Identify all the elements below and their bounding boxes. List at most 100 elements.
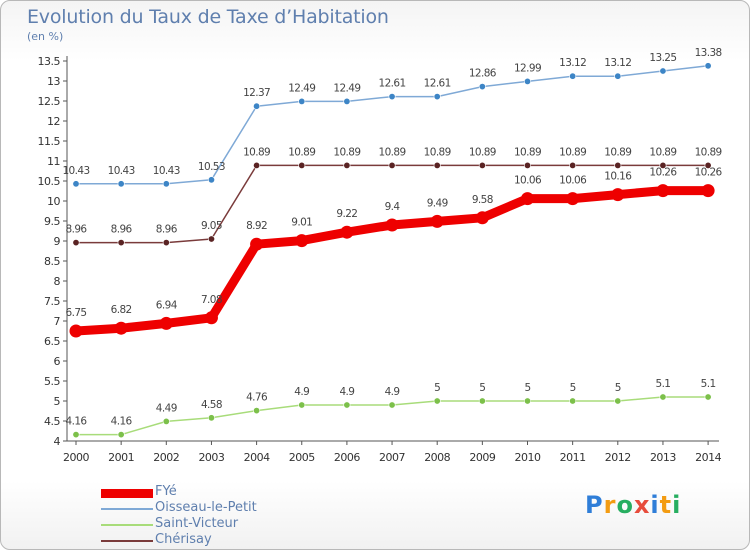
- data-point: [162, 180, 170, 188]
- data-label: 10.43: [62, 165, 89, 177]
- x-tick-label: 2012: [605, 451, 631, 464]
- logo-letter: r: [603, 491, 617, 519]
- data-label: 6.75: [66, 307, 87, 319]
- data-label: 10.89: [424, 146, 451, 158]
- data-point: [298, 401, 306, 409]
- y-tick-label: 6.5: [44, 335, 60, 348]
- data-point: [523, 397, 531, 405]
- data-label: 4.76: [246, 392, 268, 404]
- logo-letter: P: [585, 491, 604, 519]
- data-label: 4.9: [385, 386, 400, 398]
- data-point: [704, 161, 712, 169]
- data-point: [253, 102, 261, 110]
- data-label: 5: [479, 382, 485, 394]
- data-label: 7.08: [201, 294, 222, 306]
- y-tick-label: 11: [47, 155, 60, 168]
- data-label: 13.25: [649, 52, 676, 64]
- data-point: [117, 431, 125, 439]
- data-label: 8.96: [111, 224, 133, 236]
- data-label: 10.06: [559, 175, 587, 187]
- data-point: [204, 311, 218, 325]
- data-point: [569, 72, 577, 80]
- y-tick-label: 13.5: [38, 55, 61, 68]
- data-label: 4.16: [111, 416, 133, 428]
- logo-letter: x: [633, 491, 651, 519]
- x-tick-label: 2013: [650, 451, 676, 464]
- y-tick-label: 4: [54, 435, 61, 448]
- logo-letter: t: [659, 491, 673, 519]
- y-tick-label: 9.5: [44, 215, 60, 228]
- data-point: [478, 161, 486, 169]
- data-point: [614, 72, 622, 80]
- chart-unit-label: (en %): [27, 30, 64, 43]
- data-label: 9.01: [291, 217, 312, 229]
- y-tick-label: 10: [47, 195, 60, 208]
- data-label: 9.58: [472, 194, 493, 206]
- data-point: [162, 417, 170, 425]
- y-tick-label: 5: [54, 395, 61, 408]
- proxiti-logo: Proxiti: [585, 491, 681, 519]
- data-label: 10.89: [514, 146, 541, 158]
- data-label: 10.89: [559, 146, 586, 158]
- data-point: [207, 414, 215, 422]
- data-point: [253, 161, 261, 169]
- data-label: 10.26: [695, 167, 723, 179]
- data-point: [614, 397, 622, 405]
- data-point: [117, 180, 125, 188]
- data-label: 5: [524, 382, 530, 394]
- y-tick-label: 4.5: [44, 415, 60, 428]
- data-label: 12.86: [469, 68, 497, 80]
- data-point: [704, 62, 712, 70]
- y-tick-label: 7.5: [44, 295, 60, 308]
- x-tick-label: 2001: [108, 451, 134, 464]
- data-label: 9.4: [385, 201, 401, 213]
- data-point: [433, 397, 441, 405]
- data-point: [388, 161, 396, 169]
- data-point: [343, 401, 351, 409]
- legend-swatch: [101, 524, 153, 526]
- y-tick-label: 8.5: [44, 255, 60, 268]
- data-point: [656, 184, 670, 198]
- y-tick-label: 11.5: [38, 135, 61, 148]
- data-label: 13.12: [559, 57, 586, 69]
- x-tick-label: 2003: [198, 451, 224, 464]
- legend-label: Saint-Victeur: [155, 516, 239, 531]
- data-label: 8.96: [156, 224, 178, 236]
- data-point: [388, 401, 396, 409]
- data-point: [298, 97, 306, 105]
- data-point: [523, 161, 531, 169]
- data-label: 5: [434, 382, 440, 394]
- data-label: 4.16: [66, 416, 88, 428]
- data-label: 9.49: [427, 197, 448, 209]
- data-point: [117, 239, 125, 247]
- y-tick-label: 5.5: [44, 375, 60, 388]
- data-point: [72, 431, 80, 439]
- data-point: [340, 225, 354, 239]
- data-point: [659, 67, 667, 75]
- data-label: 10.89: [695, 146, 722, 158]
- data-label: 12.37: [243, 87, 270, 99]
- data-label: 10.26: [649, 167, 677, 179]
- logo-letter: i: [650, 491, 660, 519]
- data-point: [69, 324, 83, 338]
- data-point: [475, 211, 489, 225]
- data-label: 10.89: [288, 146, 315, 158]
- data-point: [523, 77, 531, 85]
- data-label: 4.9: [339, 386, 354, 398]
- data-label: 8.92: [246, 220, 267, 232]
- data-point: [569, 397, 577, 405]
- data-label: 10.06: [514, 175, 542, 187]
- x-tick-label: 2008: [424, 451, 450, 464]
- data-point: [701, 184, 715, 198]
- data-label: 10.43: [108, 165, 135, 177]
- y-tick-label: 8: [54, 275, 61, 288]
- data-point: [659, 393, 667, 401]
- data-label: 5: [570, 382, 576, 394]
- data-label: 12.49: [333, 82, 360, 94]
- data-label: 10.89: [333, 146, 360, 158]
- data-point: [704, 393, 712, 401]
- data-label: 5.1: [655, 378, 670, 390]
- data-point: [611, 188, 625, 202]
- data-label: 6.94: [156, 299, 178, 311]
- data-label: 5.1: [701, 378, 716, 390]
